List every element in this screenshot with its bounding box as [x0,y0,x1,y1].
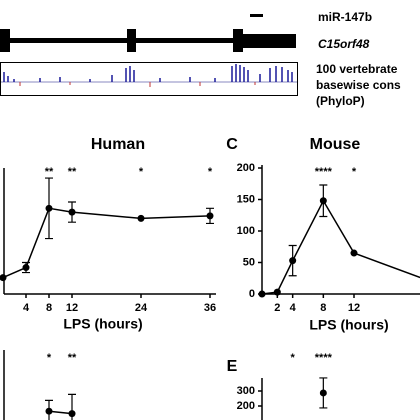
significance: **** [315,166,333,178]
x-axis-label: LPS (hours) [63,316,142,332]
chart: * ** [3,350,77,420]
conservation-label: (PhyloP) [316,94,365,108]
gene-label: C15orf48 [318,37,370,51]
y-tick-label: 300 [237,385,255,397]
exon [233,29,243,52]
data-line [261,199,420,295]
significance: * [352,166,357,178]
y-tick-label: 200 [237,162,255,174]
data-line [2,207,211,279]
data-point [22,264,30,272]
utr [243,34,296,48]
conservation-box [0,62,298,96]
significance: * [208,166,213,178]
y-tick-label: 50 [243,256,255,268]
significance: ** [68,166,77,178]
x-tick-label: 2 [274,302,280,314]
y-tick-label: 150 [237,193,255,205]
x-tick-label: 4 [23,302,30,314]
data-point [206,212,214,220]
y-tick-label: 0 [249,288,255,300]
significance: * [47,352,52,364]
significance: * [291,352,296,364]
data-line [48,410,73,415]
chart-title: Mouse [310,136,361,153]
panel-label: E [227,358,238,375]
x-axis-label: LPS (hours) [309,317,388,333]
conservation-negative [19,82,256,87]
data-point [68,208,76,216]
x-tick-label: 8 [320,302,326,314]
x-tick-label: 4 [290,302,297,314]
conservation-signal [3,64,293,82]
x-tick-label: 8 [46,302,52,314]
data-point [319,197,327,205]
data-point [258,290,266,298]
x-tick-label: 24 [135,302,148,314]
conservation-label: basewise cons [316,78,401,92]
data-point [273,288,281,296]
data-point [45,407,53,415]
panel-label: C [226,136,238,153]
data-point [289,257,297,265]
x-tick-label: 12 [66,302,78,314]
mirna-bar [250,14,263,17]
y-tick-label: 200 [237,400,255,412]
x-tick-label: 36 [204,302,216,314]
significance: * [139,166,144,178]
data-point [68,410,76,418]
intron-line [0,38,240,43]
mirna-label: miR-147b [318,10,372,24]
data-point [45,204,53,212]
exon [127,29,136,52]
exon [0,29,10,52]
data-point [0,274,7,282]
significance: ** [68,352,77,364]
gene-track: miR-147b C15orf48 100 vertebrate basewis… [0,10,401,108]
y-tick-label: 100 [237,225,255,237]
x-tick-label: 12 [348,302,360,314]
significance: ** [45,166,54,178]
data-point [137,214,145,222]
significance: **** [315,352,333,364]
data-point [319,389,327,397]
conservation-label: 100 vertebrate [316,62,398,76]
chart-title: Human [91,136,145,153]
data-point [350,249,358,257]
